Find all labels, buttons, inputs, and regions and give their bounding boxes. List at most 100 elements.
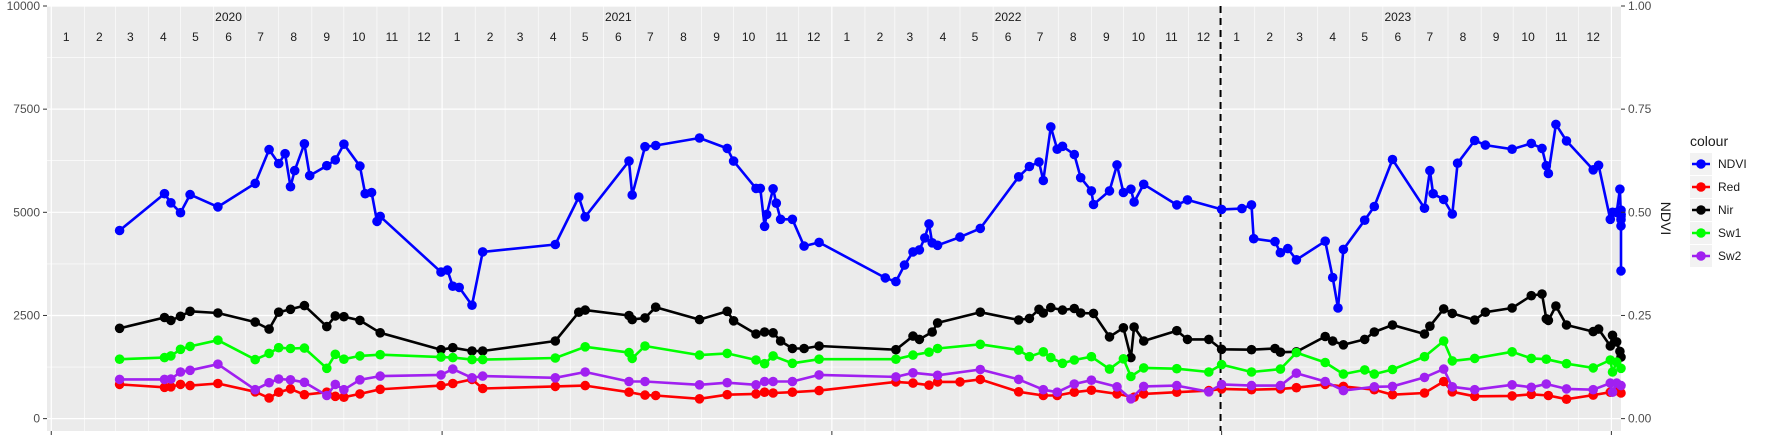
data-point-ndvi: [1126, 184, 1136, 194]
data-point-ndvi: [914, 245, 925, 255]
data-point-ndvi: [550, 239, 561, 250]
data-point-nir: [1075, 308, 1086, 318]
data-point-sw2: [1172, 380, 1182, 391]
data-point-sw2: [694, 380, 705, 390]
data-point-sw2: [768, 376, 778, 387]
data-point-sw2: [166, 374, 176, 384]
legend-item-sw1: Sw1: [1690, 222, 1742, 244]
data-point-sw2: [448, 364, 458, 374]
data-point-sw1: [768, 351, 778, 361]
data-point-ndvi: [975, 223, 986, 234]
data-point-sw2: [1069, 379, 1080, 389]
data-point-sw1: [1275, 364, 1286, 374]
data-point-nir: [1216, 344, 1227, 355]
data-point-nir: [1369, 327, 1380, 337]
data-point-nir: [1526, 290, 1537, 301]
data-point-sw1: [787, 358, 798, 369]
year-label: 2023: [1384, 10, 1411, 24]
data-point-ndvi: [1551, 119, 1561, 130]
data-point-ndvi: [442, 265, 453, 275]
data-point-ndvi: [304, 170, 315, 181]
month-label: 8: [1460, 30, 1467, 44]
data-point-nir: [1507, 303, 1517, 313]
data-point-ndvi: [1248, 233, 1259, 244]
data-point-red: [759, 387, 770, 398]
series-sw1: [114, 335, 1626, 382]
data-point-ndvi: [1616, 221, 1626, 231]
data-point-nir: [1104, 332, 1115, 342]
month-label: 12: [417, 30, 431, 44]
data-point-nir: [1118, 323, 1129, 333]
data-point-sw1: [185, 341, 195, 352]
data-point-sw1: [1541, 354, 1552, 365]
data-point-ndvi: [771, 198, 782, 208]
data-point-ndvi: [1038, 175, 1049, 186]
data-point-nir: [185, 306, 195, 317]
data-point-sw1: [924, 347, 934, 358]
month-label: 4: [550, 30, 557, 44]
data-point-sw2: [891, 372, 901, 382]
data-point-nir: [175, 311, 186, 322]
data-point-ndvi: [1172, 200, 1182, 210]
data-point-red: [650, 390, 661, 401]
month-label: 6: [225, 30, 232, 44]
data-point-sw1: [1038, 347, 1049, 357]
data-point-ndvi: [728, 156, 739, 166]
data-point-ndvi: [330, 155, 341, 165]
month-label: 10: [1132, 30, 1146, 44]
data-point-sw2: [1561, 384, 1572, 394]
data-point-ndvi: [1275, 247, 1286, 258]
data-point-nir: [927, 327, 937, 337]
data-point-sw2: [722, 377, 732, 388]
data-point-sw1: [1561, 358, 1572, 369]
data-point-sw1: [467, 354, 477, 365]
data-point-ndvi: [185, 189, 195, 200]
series-ndvi: [114, 119, 1626, 313]
data-point-ndvi: [1046, 122, 1056, 132]
data-point-ndvi: [285, 181, 296, 192]
data-point-nir: [1013, 315, 1024, 325]
data-point-sw2: [1541, 379, 1552, 389]
data-point-red: [932, 377, 943, 387]
bottom-axis: [50, 431, 1612, 435]
data-point-sw2: [1419, 372, 1430, 383]
data-point-ndvi: [289, 165, 300, 176]
data-point-red: [285, 384, 296, 394]
data-point-nir: [891, 344, 901, 355]
data-point-sw2: [467, 373, 477, 383]
data-point-sw1: [1359, 365, 1370, 375]
data-point-sw1: [1526, 353, 1537, 364]
data-point-sw2: [477, 371, 488, 381]
legend-item-nir: Nir: [1690, 199, 1733, 221]
data-point-nir: [1126, 352, 1136, 363]
data-point-ndvi: [339, 139, 349, 149]
data-point-sw1: [1607, 367, 1618, 377]
data-point-ndvi: [477, 247, 488, 257]
data-point-ndvi: [1480, 140, 1491, 150]
year-label: 2022: [995, 10, 1022, 24]
data-point-sw2: [975, 364, 986, 375]
data-point-ndvi: [1419, 203, 1430, 213]
data-point-nir: [640, 313, 650, 323]
data-point-ndvi: [1216, 204, 1227, 215]
month-label: 11: [1165, 30, 1178, 44]
legend-key-point: [1696, 182, 1706, 192]
data-point-red: [1387, 389, 1398, 400]
data-point-ndvi: [1088, 199, 1099, 210]
data-point-red: [694, 394, 705, 404]
month-label: 4: [940, 30, 947, 44]
data-point-red: [355, 389, 365, 399]
data-point-sw2: [375, 371, 386, 381]
data-point-ndvi: [1333, 303, 1343, 313]
data-point-nir: [114, 323, 125, 334]
data-point-sw2: [250, 384, 260, 395]
data-point-ndvi: [366, 187, 377, 198]
data-point-ndvi: [299, 139, 310, 149]
left-tick-label: 7500: [13, 102, 40, 116]
data-point-sw1: [1588, 363, 1598, 373]
data-point-ndvi: [1537, 143, 1547, 154]
data-point-ndvi: [1129, 197, 1139, 207]
data-point-ndvi: [1112, 160, 1122, 170]
month-label: 2: [1266, 30, 1273, 44]
month-label: 2: [877, 30, 884, 44]
